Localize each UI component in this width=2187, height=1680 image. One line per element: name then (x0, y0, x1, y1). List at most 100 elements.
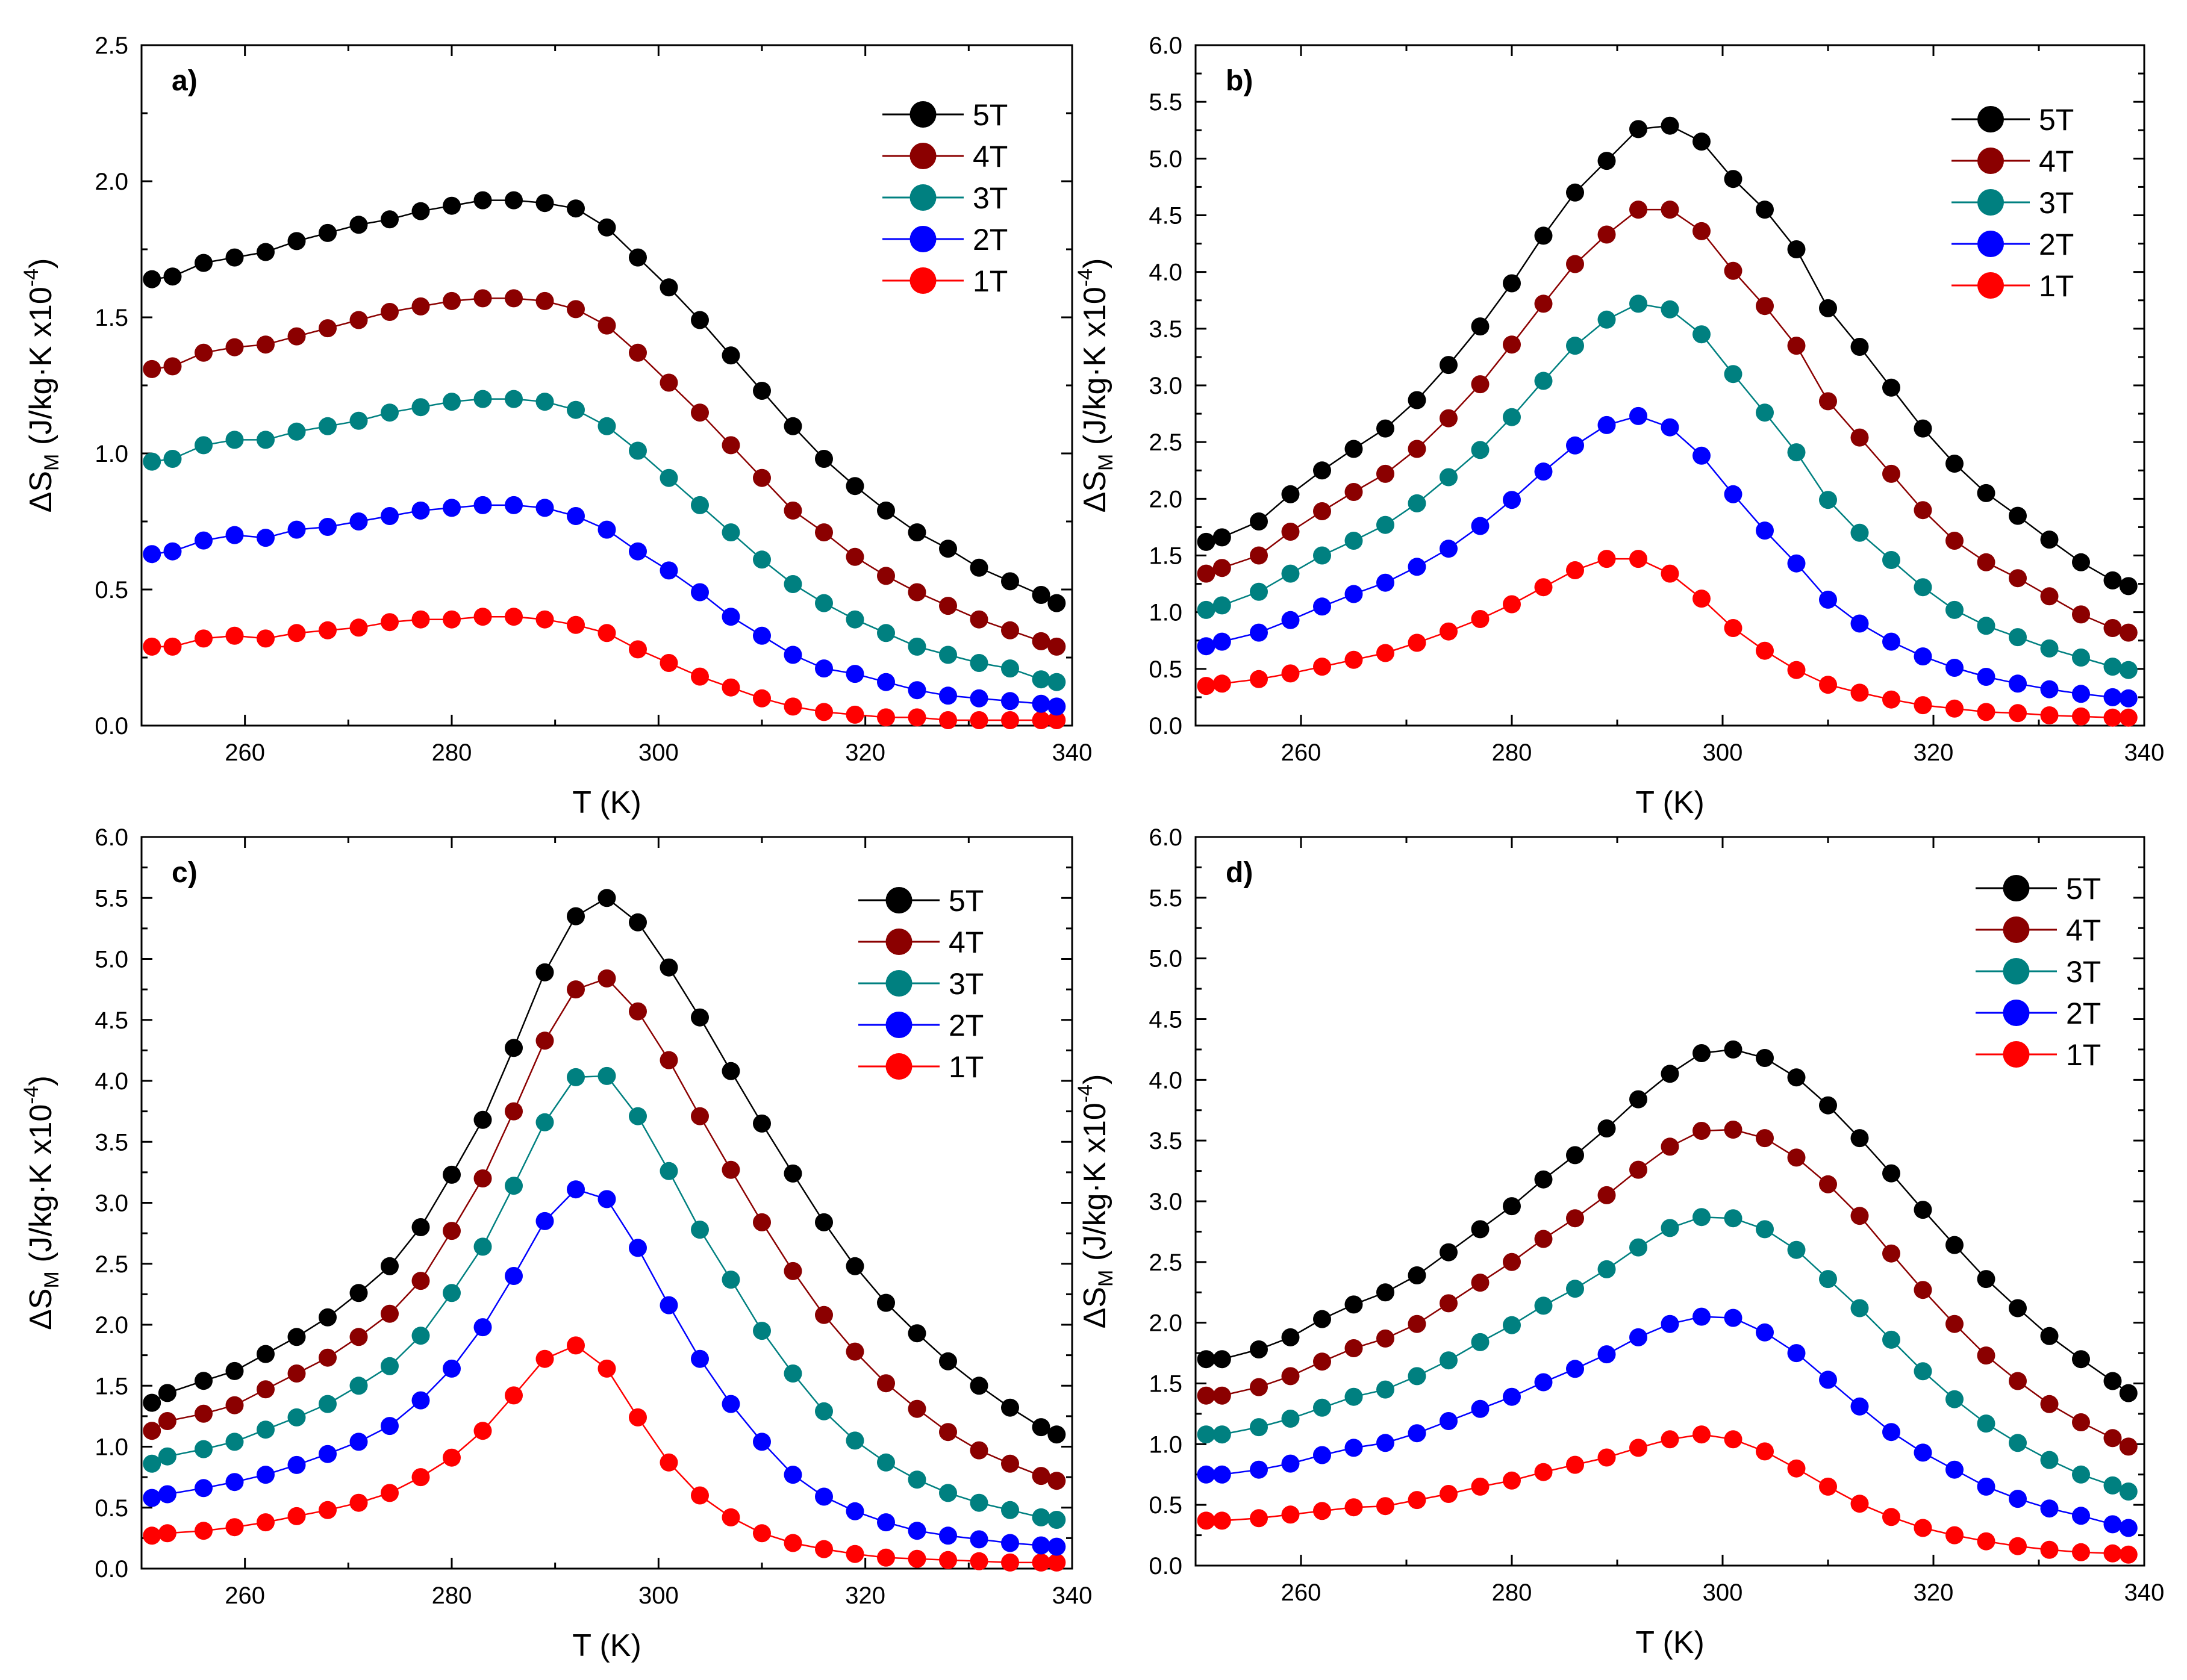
data-point-4T (1977, 553, 1995, 571)
data-point-2T (691, 583, 709, 602)
y-axis-title-sup: -4 (1074, 269, 1097, 287)
y-axis-title-close: ) (1078, 1074, 1112, 1084)
data-point-5T (1503, 1197, 1521, 1216)
data-point-4T (195, 1404, 213, 1423)
legend-label-2T: 2T (973, 223, 1008, 257)
data-point-3T (1212, 1425, 1231, 1444)
data-point-5T (1212, 1350, 1231, 1369)
data-point-1T (2119, 708, 2138, 727)
data-point-4T (225, 1396, 244, 1414)
data-point-2T (1001, 1534, 1019, 1552)
data-point-5T (2040, 1327, 2059, 1345)
data-point-1T (1693, 590, 1711, 608)
data-point-5T (660, 958, 678, 977)
data-point-4T (1945, 1314, 1964, 1333)
data-point-2T (1945, 1460, 1964, 1479)
panel-label: d) (1226, 857, 1253, 889)
y-axis-title-unit: (J/kg·K x10 (23, 1104, 58, 1271)
data-point-5T (158, 1384, 176, 1402)
data-point-2T (1503, 491, 1521, 509)
data-point-3T (1945, 600, 1964, 619)
data-point-5T (195, 254, 213, 272)
data-point-1T (473, 608, 492, 626)
legend-label-3T: 3T (949, 967, 984, 1001)
data-point-5T (1629, 120, 1647, 138)
data-point-2T (257, 1466, 275, 1484)
x-axis-title: T (K) (1635, 1625, 1705, 1660)
data-point-1T (1977, 1532, 1995, 1551)
data-point-1T (1440, 622, 1458, 641)
y-tick-label: 4.0 (1149, 260, 1182, 286)
data-point-5T (1344, 440, 1363, 458)
data-point-3T (660, 468, 678, 487)
data-point-5T (381, 1257, 399, 1275)
legend-marker-2T (909, 226, 937, 252)
y-axis-title-close: ) (23, 258, 58, 269)
data-point-3T (1440, 1351, 1458, 1370)
data-point-5T (1032, 1418, 1050, 1437)
data-point-4T (1001, 621, 1019, 639)
y-tick-label: 5.5 (1149, 885, 1182, 912)
data-point-1T (2009, 1537, 2027, 1555)
data-point-5T (535, 963, 554, 982)
legend-marker-2T (2003, 1000, 2030, 1026)
data-point-1T (753, 1524, 771, 1543)
data-point-5T (1945, 455, 1964, 473)
data-point-5T (505, 1039, 523, 1057)
data-point-1T (1945, 1526, 1964, 1545)
data-point-5T (1850, 1129, 1869, 1148)
data-point-4T (1661, 1137, 1679, 1156)
data-point-4T (1977, 1346, 1995, 1365)
y-tick-label: 3.0 (1149, 1189, 1182, 1215)
x-axis-title: T (K) (572, 785, 641, 820)
data-point-1T (815, 703, 833, 721)
data-point-4T (1344, 1339, 1363, 1357)
data-point-5T (1914, 419, 1932, 438)
data-point-2T (1756, 521, 1774, 540)
data-point-1T (1597, 550, 1616, 568)
data-point-1T (1471, 1477, 1490, 1496)
y-tick-label: 4.5 (1149, 1007, 1182, 1033)
data-point-1T (287, 624, 306, 642)
data-point-1T (784, 697, 802, 716)
data-point-2T (939, 686, 957, 705)
data-point-2T (2103, 688, 2122, 706)
data-point-1T (1597, 1448, 1616, 1467)
data-point-4T (505, 1102, 523, 1121)
x-tick-label: 320 (845, 739, 885, 766)
legend-label-5T: 5T (973, 98, 1008, 132)
data-point-1T (2040, 1540, 2059, 1559)
data-point-3T (629, 441, 647, 460)
data-point-2T (225, 526, 244, 544)
data-point-3T (381, 403, 399, 422)
data-point-5T (411, 1218, 430, 1236)
data-point-2T (505, 496, 523, 514)
data-point-4T (1724, 261, 1742, 280)
y-axis-title-close: ) (1078, 258, 1112, 269)
data-point-3T (2009, 628, 2027, 647)
data-point-4T (1376, 464, 1394, 483)
data-point-3T (784, 575, 802, 593)
data-point-1T (846, 1545, 864, 1563)
data-point-5T (1212, 528, 1231, 547)
data-point-3T (1503, 408, 1521, 426)
data-point-1T (473, 1422, 492, 1440)
data-point-3T (970, 1493, 988, 1512)
legend-label-2T: 2T (2039, 228, 2074, 261)
data-point-5T (629, 248, 647, 267)
data-point-2T (1914, 647, 1932, 666)
x-tick-label: 300 (1703, 1579, 1743, 1606)
data-point-5T (1693, 132, 1711, 151)
data-point-1T (2009, 704, 2027, 723)
y-axis-title-sub: M (1094, 1270, 1117, 1287)
data-point-2T (1819, 590, 1837, 609)
panel-label: b) (1226, 65, 1253, 97)
data-point-5T (1503, 274, 1521, 293)
data-point-1T (722, 678, 740, 697)
data-point-2T (381, 1417, 399, 1436)
y-axis-title-close: ) (23, 1075, 58, 1086)
data-point-2T (2040, 1499, 2059, 1518)
data-point-2T (970, 689, 988, 708)
data-point-1T (195, 1522, 213, 1540)
data-point-1T (877, 708, 895, 727)
